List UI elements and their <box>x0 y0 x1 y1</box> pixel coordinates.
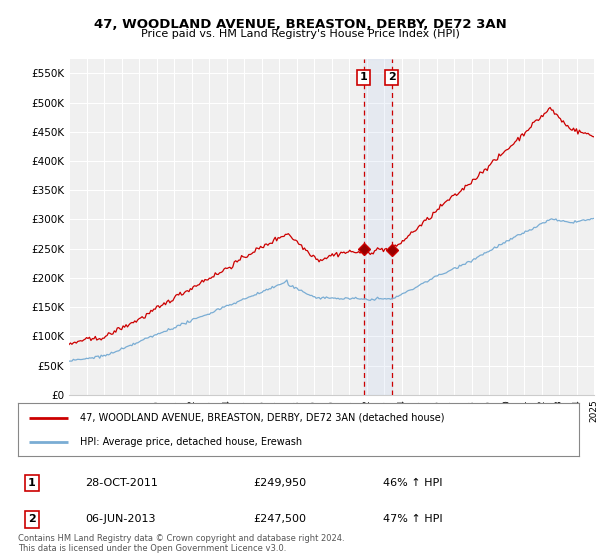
Text: 46% ↑ HPI: 46% ↑ HPI <box>383 478 442 488</box>
Text: 06-JUN-2013: 06-JUN-2013 <box>85 514 156 524</box>
Text: 1: 1 <box>359 72 367 82</box>
Text: Contains HM Land Registry data © Crown copyright and database right 2024.
This d: Contains HM Land Registry data © Crown c… <box>18 534 344 553</box>
Text: 2: 2 <box>388 72 395 82</box>
Text: £247,500: £247,500 <box>254 514 307 524</box>
Text: 47, WOODLAND AVENUE, BREASTON, DERBY, DE72 3AN: 47, WOODLAND AVENUE, BREASTON, DERBY, DE… <box>94 18 506 31</box>
Text: Price paid vs. HM Land Registry's House Price Index (HPI): Price paid vs. HM Land Registry's House … <box>140 29 460 39</box>
Text: 47% ↑ HPI: 47% ↑ HPI <box>383 514 442 524</box>
Text: 2: 2 <box>28 514 36 524</box>
Text: 47, WOODLAND AVENUE, BREASTON, DERBY, DE72 3AN (detached house): 47, WOODLAND AVENUE, BREASTON, DERBY, DE… <box>80 413 444 423</box>
Text: 1: 1 <box>28 478 36 488</box>
Text: £249,950: £249,950 <box>254 478 307 488</box>
Bar <box>364 59 392 395</box>
Text: HPI: Average price, detached house, Erewash: HPI: Average price, detached house, Erew… <box>80 437 302 447</box>
Text: 28-OCT-2011: 28-OCT-2011 <box>85 478 158 488</box>
